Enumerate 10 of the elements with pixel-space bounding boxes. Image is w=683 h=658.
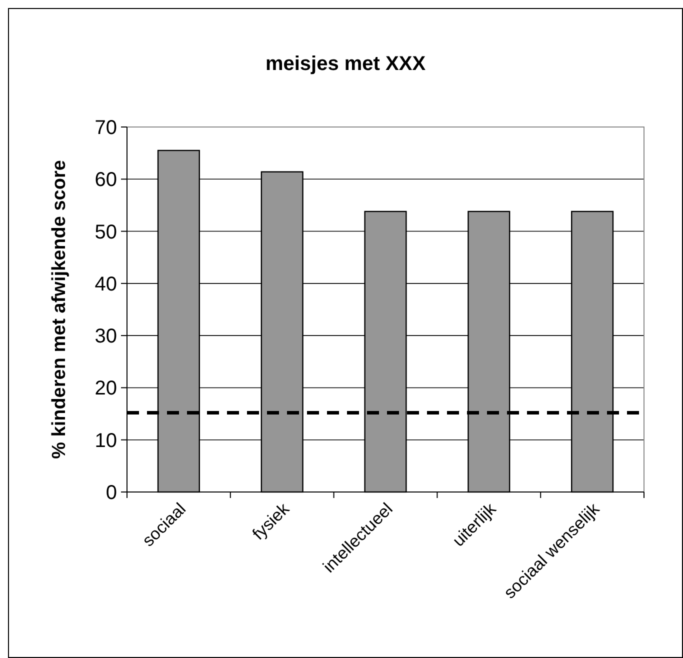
y-tick-label: 60 — [94, 169, 117, 192]
y-tick-label: 70 — [94, 117, 117, 139]
y-axis-title: % kinderen met afwijkende score — [49, 160, 70, 459]
y-tick-label: 20 — [94, 378, 117, 400]
y-tick-label: 40 — [94, 273, 117, 296]
y-tick-label: 30 — [94, 326, 117, 348]
chart-title: meisjes met XXX — [265, 53, 426, 75]
y-tick-label: 0 — [106, 482, 117, 504]
y-tick-label: 50 — [94, 221, 117, 244]
y-tick-label: 10 — [94, 430, 117, 452]
